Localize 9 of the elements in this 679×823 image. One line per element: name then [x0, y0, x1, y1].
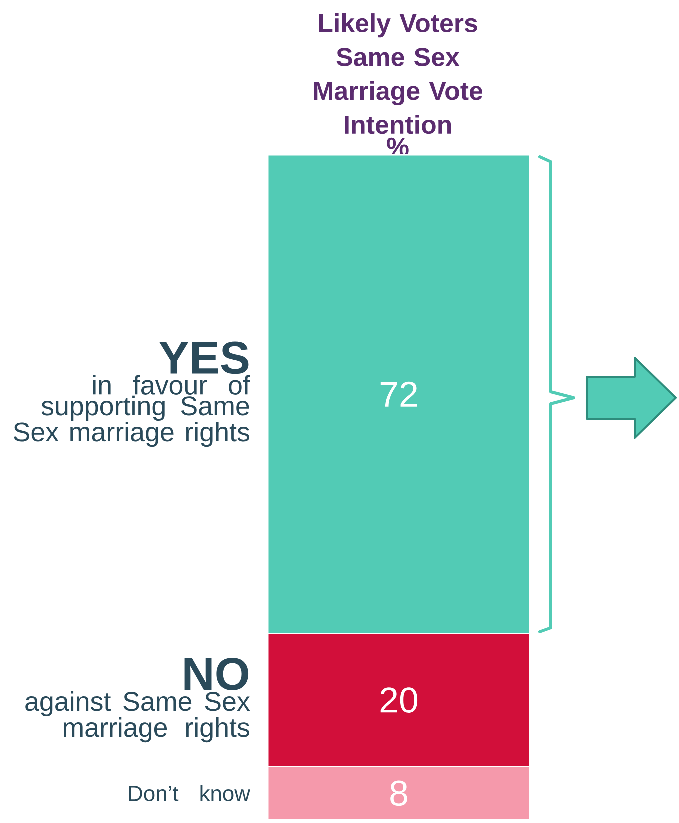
text: against Same Sex marriage rights: [26, 691, 250, 743]
data-label: 8: [390, 780, 408, 806]
series-label: YES: [160, 342, 249, 374]
data-label: 72: [380, 382, 418, 407]
text: in favour of supporting Same Sex marriage rights: [14, 375, 250, 448]
series-label: NO: [184, 658, 249, 690]
series-label: Don’t know: [129, 785, 250, 802]
data-label: 20: [380, 688, 418, 713]
chart-title: Likely Voters Same Sex Marriage Vote Intention: [314, 14, 483, 134]
